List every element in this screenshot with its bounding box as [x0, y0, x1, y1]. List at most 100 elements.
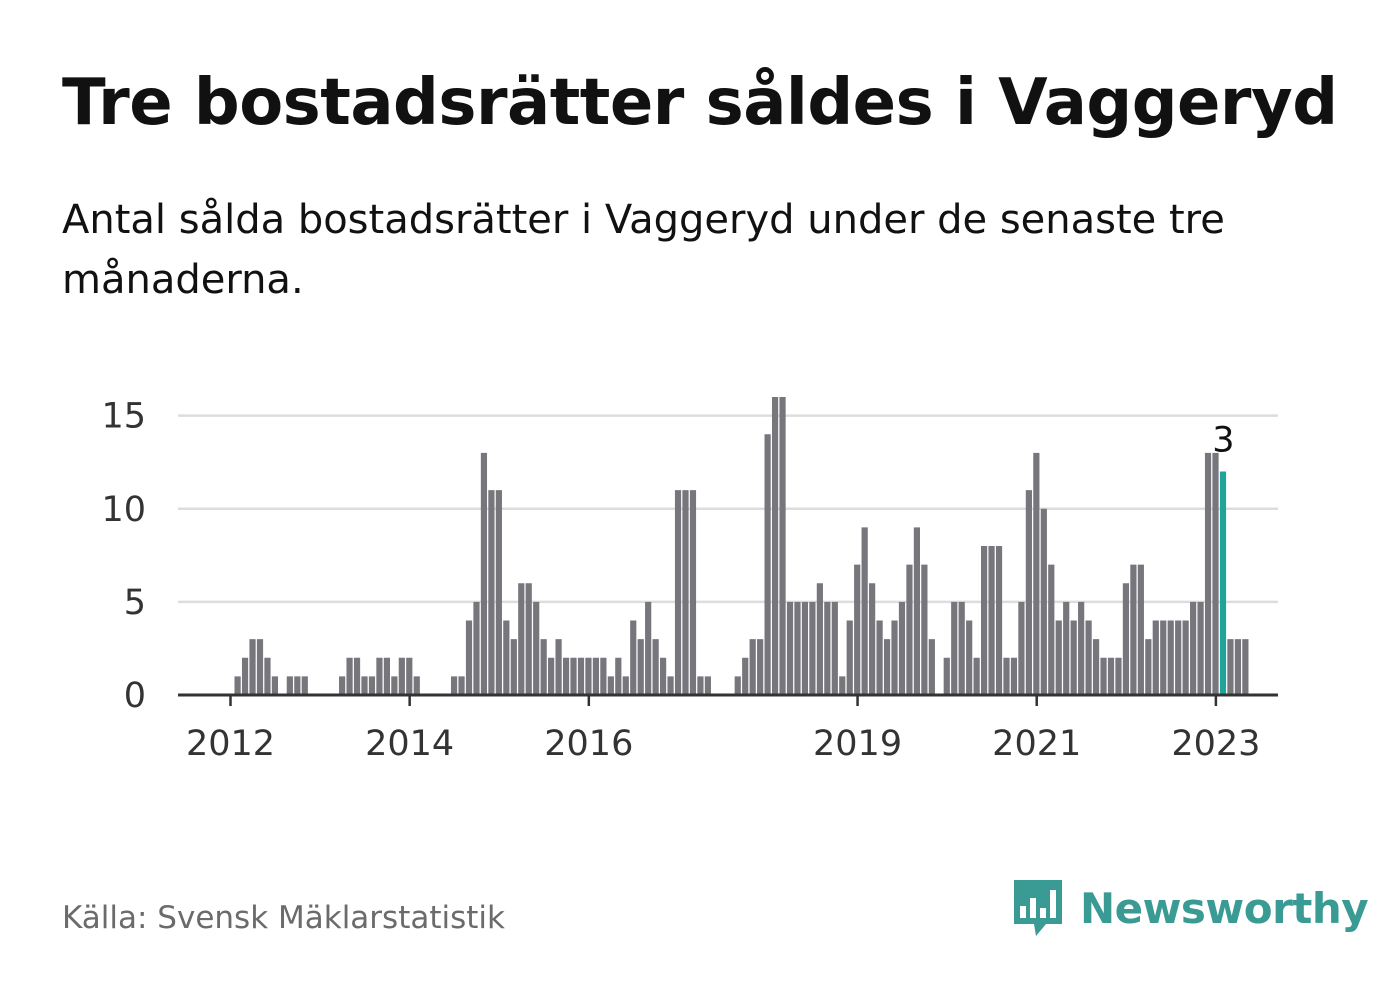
bar: [510, 639, 517, 696]
bar-chart-speech-bubble-icon: [1014, 880, 1062, 936]
bar: [779, 397, 786, 695]
chart-subtitle: Antal sålda bostadsrätter i Vaggeryd und…: [62, 197, 1225, 303]
bar: [1130, 564, 1137, 696]
bar: [1055, 620, 1062, 695]
bar: [966, 620, 973, 695]
y-tick-label: 10: [101, 490, 146, 530]
bar: [376, 657, 383, 695]
bar: [241, 657, 249, 695]
bar: [943, 657, 950, 695]
bar: [256, 639, 264, 696]
y-tick-label: 15: [101, 397, 146, 437]
bar: [883, 639, 891, 696]
bar: [846, 620, 853, 695]
labels: 0 5 10 15 2012 2014 2016 2019 2021 2023 3: [101, 397, 1260, 764]
bar: [988, 546, 995, 695]
bar: [637, 639, 644, 696]
bar: [1234, 639, 1242, 696]
bars: [234, 397, 1249, 696]
bar: [906, 564, 913, 696]
bar: [600, 657, 607, 695]
bar-highlight: [1219, 471, 1227, 695]
annotation-label: 3: [1212, 421, 1234, 461]
bar: [809, 601, 816, 696]
bar: [913, 527, 921, 696]
bar: [391, 676, 398, 696]
bar: [898, 601, 906, 696]
bar: [480, 452, 488, 696]
bar: [1190, 601, 1197, 696]
bar: [981, 546, 988, 695]
bar: [697, 676, 704, 696]
bar: [398, 657, 405, 695]
bar: [824, 601, 831, 696]
bar: [1137, 564, 1144, 696]
bar: [1122, 583, 1130, 695]
x-tick-label: 2012: [186, 724, 275, 764]
bar: [771, 397, 779, 695]
bar: [488, 490, 495, 696]
bar-chart: 0 5 10 15 2012 2014 2016 2019 2021 2023 3: [101, 397, 1278, 764]
x-tick-label: 2023: [1171, 724, 1260, 764]
bar: [577, 657, 585, 695]
bar: [1204, 452, 1212, 696]
bar: [742, 657, 749, 695]
bar: [234, 676, 241, 696]
bar: [503, 620, 510, 695]
chart-title: Tre bostadsrätter såldes i Vaggeryd: [62, 66, 1338, 140]
x-tick-label: 2019: [813, 724, 902, 764]
bar: [458, 676, 465, 696]
bar: [816, 583, 823, 695]
bar: [1092, 639, 1100, 696]
bar: [1175, 620, 1182, 695]
bar: [1018, 601, 1025, 696]
bar: [548, 657, 555, 695]
bar: [764, 434, 771, 695]
brand-name: Newsworthy: [1080, 883, 1369, 933]
bar: [630, 620, 637, 695]
bar: [1025, 490, 1032, 696]
bar: [264, 657, 271, 695]
x-tick-label: 2021: [992, 724, 1081, 764]
bar: [592, 657, 600, 695]
bar: [645, 601, 652, 696]
bar: [704, 676, 711, 696]
bar: [294, 676, 301, 696]
bar: [1160, 620, 1167, 695]
bar: [869, 583, 876, 695]
bar: [383, 657, 390, 695]
bar: [801, 601, 809, 696]
x-tick-label: 2014: [365, 724, 454, 764]
bar: [1197, 601, 1204, 696]
bar: [555, 639, 562, 696]
bar: [861, 527, 868, 696]
bar: [1145, 639, 1152, 696]
bar: [271, 676, 279, 696]
bar: [831, 601, 838, 696]
bar: [1048, 564, 1055, 696]
y-tick-label: 5: [124, 583, 146, 623]
bar: [1063, 601, 1070, 696]
bar: [1227, 639, 1234, 696]
bar: [1107, 657, 1115, 695]
bar: [540, 639, 547, 696]
bar: [1182, 620, 1189, 695]
bar: [607, 676, 614, 696]
bar: [1115, 657, 1122, 695]
bar: [301, 676, 308, 696]
bar: [794, 601, 801, 696]
bar: [652, 639, 659, 696]
bar: [585, 657, 592, 695]
bar: [1040, 508, 1047, 695]
bar: [757, 639, 764, 696]
bar: [689, 490, 697, 696]
y-tick-label: 0: [124, 676, 146, 716]
bar: [622, 676, 629, 696]
bar: [1100, 657, 1107, 695]
bar: [286, 676, 293, 696]
bar: [615, 657, 622, 695]
bar: [413, 676, 420, 696]
bar: [1003, 657, 1010, 695]
bar: [1010, 657, 1018, 695]
bar: [951, 601, 958, 696]
